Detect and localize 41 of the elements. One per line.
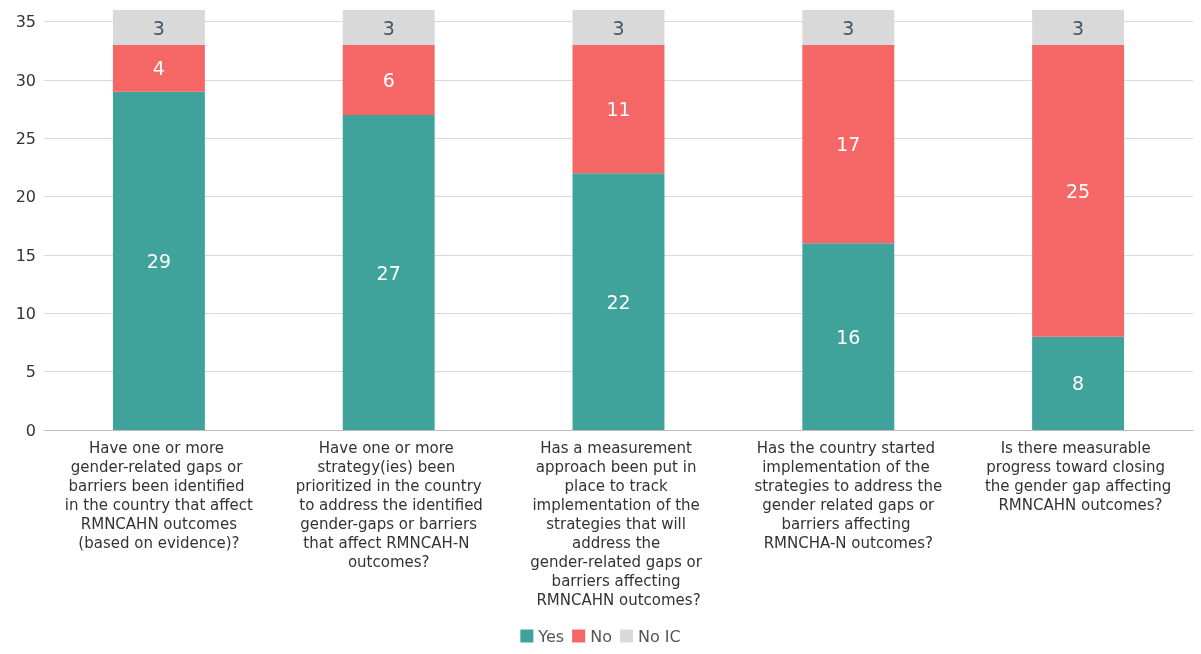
x-tick-label: Have one or more gender-related gaps or barriers been identified in the country that affect RMNCAHN outcomes (based on evidence)? bbox=[64, 438, 254, 552]
data-label: 3 bbox=[842, 16, 855, 39]
legend-label: No IC bbox=[637, 626, 681, 646]
bar bbox=[1032, 45, 1125, 337]
y-tick-label: 15 bbox=[15, 245, 36, 265]
data-label: 3 bbox=[152, 16, 165, 39]
bar bbox=[342, 45, 435, 115]
data-label: 16 bbox=[836, 325, 861, 348]
bar bbox=[112, 91, 205, 430]
x-tick-label: Is there measurable progress toward closing the gender gap affecting RMNCAHN outcomes? bbox=[984, 438, 1172, 514]
x-tick-label: Have one or more strategy(ies) been prioritized in the country to address the identified gender-gaps or barriers that affect RMNCAH-N outcomes? bbox=[294, 438, 483, 571]
x-tick-label: Has the country started implementation of the strategies to address the gender related gaps or barriers affecting RMNCHA-N outcomes? bbox=[754, 438, 943, 552]
data-label: 11 bbox=[606, 98, 631, 121]
category-label: Has a measurement approach been put in place to track implementation of the strategies that will address the gender-related gaps or barriers affecting RMNCAHN outcomes? bbox=[530, 438, 702, 609]
y-tick-label: 5 bbox=[25, 362, 36, 382]
data-label: 27 bbox=[376, 261, 401, 284]
bar bbox=[572, 45, 665, 174]
data-label: 3 bbox=[612, 16, 625, 39]
y-tick-label: 20 bbox=[15, 187, 36, 207]
data-label: 17 bbox=[836, 133, 861, 156]
data-label: 8 bbox=[1072, 372, 1085, 395]
data-label: 29 bbox=[146, 249, 171, 272]
data-label: 3 bbox=[382, 16, 395, 39]
data-label: 25 bbox=[1066, 179, 1091, 202]
bar bbox=[572, 173, 665, 430]
bar bbox=[1032, 336, 1125, 430]
data-label: 4 bbox=[152, 57, 165, 80]
bar bbox=[802, 243, 895, 430]
y-tick-label: 30 bbox=[15, 70, 36, 90]
y-tick-label: 10 bbox=[15, 303, 36, 323]
legend-label: Yes bbox=[537, 626, 565, 646]
bar bbox=[802, 45, 895, 244]
data-label: 22 bbox=[606, 290, 631, 313]
bar bbox=[342, 115, 435, 430]
data-label: 3 bbox=[1072, 16, 1085, 39]
data-label: 6 bbox=[382, 69, 395, 91]
bar bbox=[112, 45, 205, 92]
y-tick-label: 0 bbox=[25, 420, 36, 440]
legend-label: No bbox=[590, 626, 612, 646]
y-tick-label: 35 bbox=[15, 12, 36, 32]
y-tick-label: 25 bbox=[15, 128, 36, 148]
